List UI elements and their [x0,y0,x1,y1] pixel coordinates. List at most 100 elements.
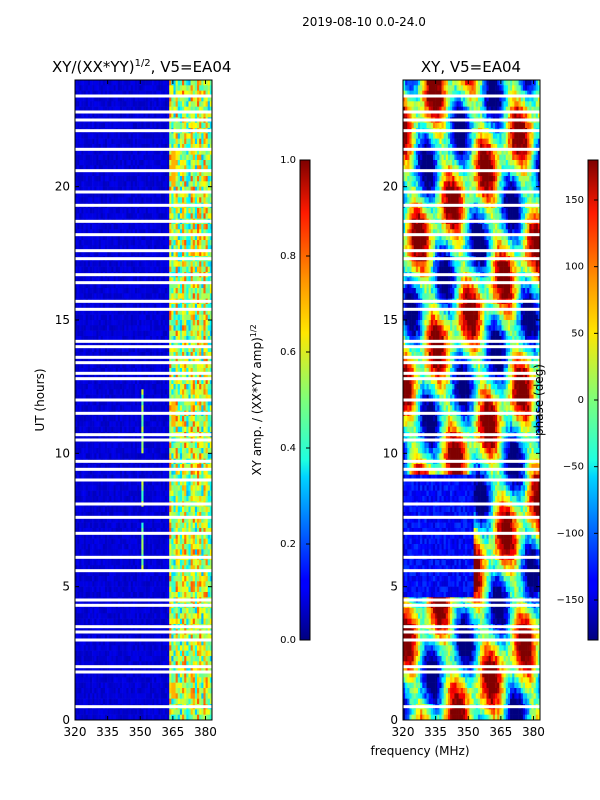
amplitude-heat-cell [197,341,200,347]
amplitude-heat-cell [119,192,123,198]
amplitude-heat-cell [85,85,89,91]
amplitude-heat-cell [190,469,194,475]
amplitude-heat-cell [141,416,144,422]
amplitude-heat-cell [130,245,134,251]
amplitude-heat-cell [117,469,121,475]
amplitude-heat-cell [147,341,151,347]
amplitude-heat-cell [145,234,149,241]
amplitude-heat-cell [177,357,181,363]
amplitude-heat-cell [182,277,185,283]
amplitude-heat-cell [203,373,206,379]
amplitude-heat-cell [77,474,80,481]
amplitude-heat-cell [85,224,89,230]
amplitude-heat-cell [156,96,159,102]
amplitude-heat-cell [85,138,89,145]
amplitude-heat-cell [173,288,176,294]
amplitude-heat-cell [182,250,185,257]
amplitude-heat-cell [81,176,84,182]
amplitude-heat-cell [145,208,149,214]
amplitude-heat-cell [194,149,198,155]
amplitude-heat-cell [92,416,95,422]
amplitude-heat-cell [162,453,166,459]
amplitude-heat-cell [190,181,194,187]
amplitude-heat-cell [149,384,153,390]
amplitude-heat-cell [201,122,204,129]
amplitude-heat-cell [173,341,176,347]
amplitude-heat-cell [83,160,86,166]
amplitude-heat-cell [94,261,97,267]
amplitude-heat-cell [201,320,204,326]
amplitude-heat-cell [184,192,187,198]
amplitude-heat-cell [126,368,129,374]
amplitude-heat-cell [134,474,138,481]
amplitude-heat-cell [209,336,212,342]
amplitude-heat-cell [94,394,97,401]
amplitude-heat-cell [143,245,146,251]
amplitude-heat-cell [197,389,200,395]
amplitude-heat-cell [124,416,127,422]
amplitude-heat-cell [92,426,95,433]
amplitude-heat-cell [184,234,187,241]
amplitude-heat-cell [175,234,179,241]
amplitude-heat-cell [179,464,183,470]
amplitude-heat-cell [203,261,206,267]
amplitude-heat-cell [104,309,108,315]
amplitude-heat-cell [134,250,138,257]
amplitude-heat-cell [160,80,164,86]
amplitude-heat-cell [179,245,183,251]
amplitude-heat-cell [179,490,183,497]
amplitude-heat-cell [182,314,185,321]
amplitude-heat-cell [87,234,91,241]
amplitude-heat-cell [81,352,84,358]
amplitude-heat-cell [77,176,80,182]
amplitude-heat-cell [79,96,82,102]
amplitude-heat-cell [139,442,142,449]
amplitude-heat-cell [203,122,206,129]
amplitude-heat-cell [119,234,123,241]
amplitude-heat-cell [152,181,155,187]
amplitude-heat-cell [143,106,146,113]
amplitude-heat-cell [128,133,131,139]
amplitude-heat-cell [177,213,181,219]
amplitude-heat-cell [141,474,144,481]
amplitude-heat-cell [137,309,140,315]
amplitude-heat-cell [186,112,189,118]
amplitude-heat-cell [156,112,159,118]
amplitude-heat-cell [164,309,168,315]
amplitude-heat-cell [184,154,187,161]
amplitude-heat-cell [184,352,187,358]
amplitude-heat-cell [115,133,119,139]
amplitude-heat-cell [113,352,116,358]
amplitude-heat-cell [184,405,187,411]
amplitude-heat-cell [128,277,131,283]
amplitude-heat-cell [87,314,91,321]
amplitude-heat-cell [154,453,157,459]
amplitude-heat-cell [179,240,183,246]
amplitude-heat-cell [89,181,93,187]
amplitude-heat-cell [175,80,179,86]
amplitude-heat-cell [102,304,106,310]
amplitude-heat-cell [130,192,134,198]
amplitude-heat-cell [192,341,196,347]
amplitude-heat-cell [75,261,78,267]
amplitude-heat-cell [160,261,164,267]
amplitude-heat-cell [119,288,123,294]
amplitude-heat-cell [96,234,99,241]
amplitude-heat-cell [169,368,172,374]
amplitude-heat-cell [175,176,179,182]
amplitude-heat-cell [107,112,110,118]
amplitude-heat-cell [173,224,176,230]
amplitude-heat-cell [209,240,212,246]
amplitude-heat-cell [89,240,93,246]
amplitude-heat-cell [158,330,161,337]
amplitude-heat-cell [152,474,155,481]
amplitude-heat-cell [139,106,142,113]
amplitude-heat-cell [162,330,166,337]
amplitude-heat-cell [171,170,174,177]
amplitude-heat-cell [167,112,170,118]
amplitude-heat-cell [137,186,140,193]
amplitude-heat-cell [147,85,151,91]
amplitude-heat-cell [167,293,170,299]
amplitude-heat-cell [81,240,84,246]
amplitude-heat-cell [85,208,89,214]
